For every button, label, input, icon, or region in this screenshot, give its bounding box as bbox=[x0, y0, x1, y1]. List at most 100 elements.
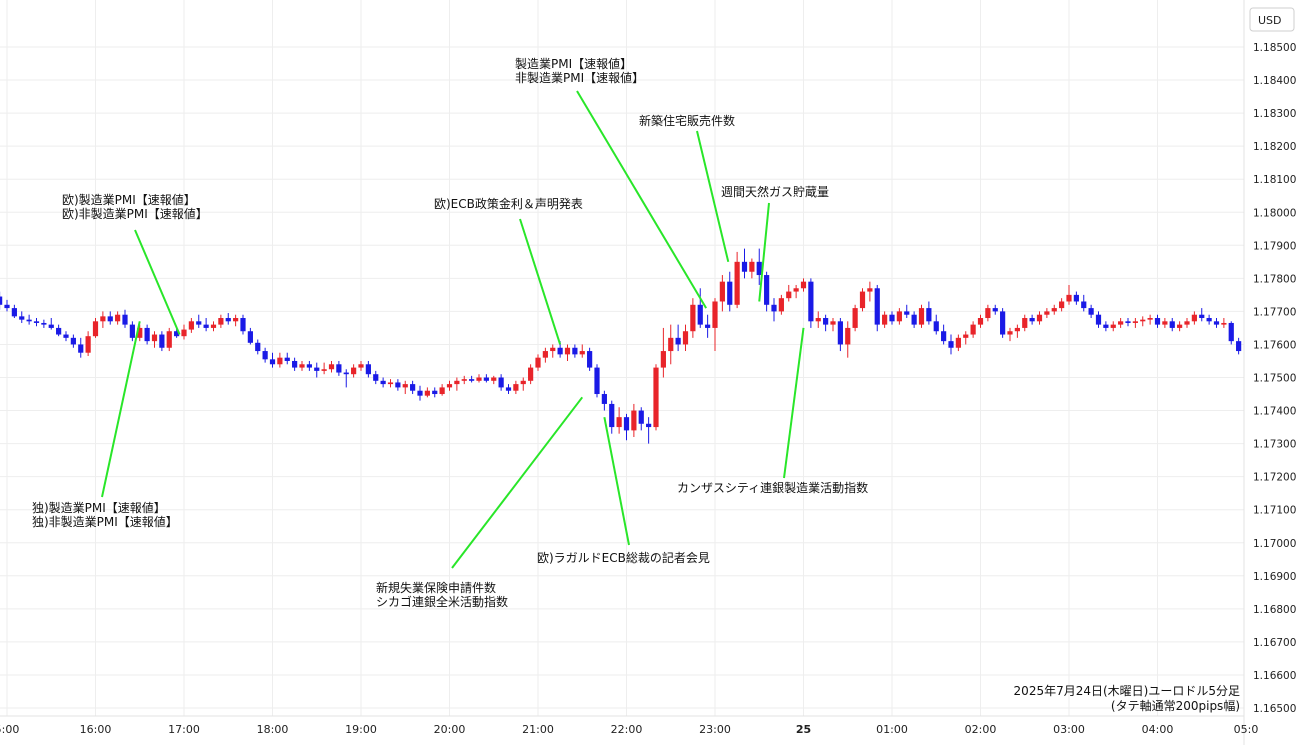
candle-body bbox=[343, 372, 349, 375]
candle-body bbox=[269, 359, 276, 365]
candle-body bbox=[328, 364, 335, 370]
y-tick-label: 1.17900 bbox=[1253, 240, 1296, 252]
candle bbox=[269, 352, 276, 368]
candle-body bbox=[255, 342, 261, 352]
caption-line-1: 2025年7月24日(木曜日)ユーロドル5分足 bbox=[1014, 684, 1240, 698]
candle-body bbox=[1081, 301, 1087, 309]
candle-body bbox=[520, 380, 526, 385]
candle bbox=[955, 334, 961, 352]
y-tick-label: 1.16900 bbox=[1253, 571, 1296, 583]
candle bbox=[896, 308, 902, 325]
candle-body bbox=[107, 316, 113, 322]
candle bbox=[284, 352, 290, 365]
candle bbox=[1221, 318, 1227, 328]
candle bbox=[1029, 314, 1035, 325]
candle-body bbox=[756, 261, 762, 276]
y-tick-label: 1.18400 bbox=[1253, 75, 1296, 87]
candle bbox=[483, 374, 489, 383]
candle-body bbox=[985, 308, 991, 319]
candle-body bbox=[764, 275, 770, 305]
candle bbox=[1147, 314, 1153, 325]
candle-body bbox=[498, 377, 504, 388]
callout-line bbox=[758, 202, 770, 302]
candle bbox=[306, 360, 312, 371]
candle bbox=[1213, 318, 1220, 328]
candle-body bbox=[306, 364, 312, 368]
candle-body bbox=[159, 334, 165, 348]
y-tick-label: 1.18100 bbox=[1253, 174, 1296, 186]
candle bbox=[823, 314, 829, 332]
candle-body bbox=[1022, 318, 1028, 328]
candle-body bbox=[1236, 341, 1242, 352]
callout-line bbox=[101, 321, 141, 498]
candle-body bbox=[786, 291, 792, 299]
candle-body bbox=[48, 324, 54, 328]
candle bbox=[623, 413, 630, 441]
callouts: 欧)製造業PMI【速報値】欧)非製造業PMI【速報値】独)製造業PMI【速報値】… bbox=[32, 56, 868, 609]
candle-body bbox=[712, 301, 718, 328]
candle bbox=[1073, 291, 1079, 305]
candle-body bbox=[417, 390, 423, 396]
candle bbox=[1014, 324, 1020, 338]
candle-body bbox=[889, 314, 895, 322]
candle bbox=[100, 311, 106, 328]
event-callout: 欧)ラガルドECB総裁の記者会見 bbox=[537, 416, 710, 565]
candle-body bbox=[1184, 321, 1190, 325]
caption-line-2: (タテ軸通常200pips幅) bbox=[1111, 698, 1240, 713]
candle bbox=[837, 318, 843, 352]
candle-body bbox=[668, 337, 674, 352]
candle bbox=[461, 375, 467, 385]
candle-body bbox=[623, 417, 630, 431]
candle bbox=[166, 327, 172, 352]
candle bbox=[1081, 294, 1087, 312]
candle-body bbox=[188, 321, 194, 330]
candle bbox=[682, 324, 689, 352]
candle-body bbox=[1000, 311, 1006, 335]
y-axis: USD 1.18500 1.18400 1.18300 1.18200 1.18100 1… bbox=[1243, 0, 1300, 745]
candle bbox=[646, 417, 652, 444]
candle bbox=[970, 321, 976, 338]
candle bbox=[247, 327, 253, 345]
candle-body bbox=[26, 319, 32, 322]
currency-badge[interactable] bbox=[1249, 7, 1295, 32]
y-tick-label: 1.17500 bbox=[1253, 373, 1296, 385]
candle bbox=[734, 251, 740, 309]
candle bbox=[107, 311, 113, 325]
candle bbox=[498, 374, 504, 391]
candle-body bbox=[705, 324, 711, 328]
event-callout: 製造業PMI【速報値】非製造業PMI【速報値】 bbox=[515, 56, 708, 309]
candle bbox=[432, 387, 438, 398]
candle-body bbox=[594, 367, 600, 395]
candle bbox=[1199, 308, 1205, 322]
candle-body bbox=[63, 334, 69, 338]
callout-label: 独)非製造業PMI【速報値】 bbox=[32, 514, 178, 529]
candle-body bbox=[432, 390, 438, 395]
candle bbox=[609, 400, 615, 434]
y-tick-label: 1.17200 bbox=[1253, 472, 1296, 484]
candle-body bbox=[1147, 318, 1153, 320]
candle-body bbox=[1110, 324, 1116, 328]
callout-label: シカゴ連銀全米活動指数 bbox=[376, 594, 508, 609]
y-tick-label: 1.17000 bbox=[1253, 538, 1296, 550]
candle-body bbox=[793, 288, 799, 292]
candle-body bbox=[321, 369, 327, 371]
candle-body bbox=[601, 394, 607, 404]
candle bbox=[292, 357, 298, 371]
candle-body bbox=[181, 329, 187, 337]
candle bbox=[564, 344, 571, 361]
candle bbox=[1162, 318, 1168, 328]
candle bbox=[469, 375, 475, 383]
candle bbox=[1191, 311, 1197, 325]
candle-body bbox=[373, 374, 379, 381]
candle bbox=[1118, 318, 1124, 328]
candle bbox=[365, 360, 371, 378]
candle-body bbox=[284, 357, 290, 361]
candle-body bbox=[1213, 321, 1220, 325]
candle-body bbox=[196, 321, 202, 325]
candle-body bbox=[174, 331, 180, 337]
candle-body bbox=[151, 334, 158, 342]
callout-line bbox=[134, 229, 181, 335]
candle bbox=[933, 314, 939, 335]
candle-body bbox=[948, 341, 954, 348]
candle bbox=[63, 331, 69, 342]
